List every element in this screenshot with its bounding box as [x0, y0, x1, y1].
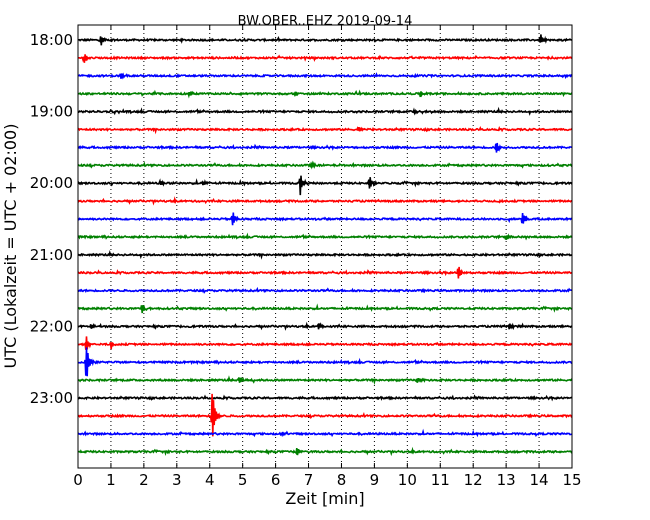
seismogram-trace — [77, 72, 573, 80]
seismogram-trace — [78, 212, 573, 226]
x-tick-label: 14 — [530, 471, 549, 489]
seismogram-trace — [78, 34, 572, 46]
seismogram-trace — [77, 266, 573, 279]
seismogram-trace — [77, 303, 573, 314]
y-tick-label: 20:00 — [30, 174, 73, 192]
x-tick-label: 9 — [370, 471, 380, 489]
y-tick-label: 19:00 — [30, 103, 73, 121]
seismogram-trace — [77, 160, 573, 170]
seismogram-trace — [77, 54, 573, 63]
grid-lines — [110, 25, 540, 468]
trace-group — [77, 34, 573, 457]
x-tick-label: 1 — [106, 471, 116, 489]
x-tick-label: 7 — [304, 471, 314, 489]
seismogram-trace — [77, 249, 573, 260]
y-tick-label: 18:00 — [30, 31, 73, 49]
seismogram-trace — [77, 142, 573, 153]
seismogram-trace — [77, 232, 573, 241]
y-tick-label: 21:00 — [30, 246, 73, 264]
x-tick-label: 10 — [398, 471, 417, 489]
x-tick-label: 15 — [562, 471, 581, 489]
x-axis-label: Zeit [min] — [285, 489, 364, 508]
y-axis-label: UTC (Lokalzeit = UTC + 02:00) — [1, 124, 20, 369]
seismogram-trace — [77, 175, 573, 196]
y-axis-ticks: 18:00 19:00 20:00 21:00 22:00 23:00 — [30, 31, 572, 407]
x-tick-label: 2 — [139, 471, 149, 489]
x-tick-label: 13 — [497, 471, 516, 489]
x-tick-label: 3 — [172, 471, 182, 489]
seismogram-trace — [77, 347, 573, 377]
x-tick-label: 11 — [431, 471, 450, 489]
seismogram-trace — [77, 89, 573, 99]
y-tick-label: 23:00 — [30, 389, 73, 407]
seismogram-trace — [77, 106, 572, 116]
x-tick-label: 0 — [73, 471, 83, 489]
seismogram-trace — [77, 286, 572, 294]
x-tick-label: 4 — [205, 471, 215, 489]
seismogram-trace — [77, 196, 572, 206]
chart-title: BW.OBER..EHZ 2019-09-14 — [238, 14, 413, 29]
x-tick-label: 12 — [464, 471, 483, 489]
x-tick-label: 6 — [271, 471, 281, 489]
y-tick-label: 22:00 — [30, 317, 73, 335]
x-tick-label: 5 — [238, 471, 248, 489]
seismogram-trace — [77, 394, 572, 402]
x-tick-label: 8 — [337, 471, 347, 489]
seismogram-trace — [77, 428, 573, 438]
seismogram-trace — [77, 125, 573, 135]
seismogram-trace — [77, 321, 573, 331]
seismogram-trace — [77, 375, 573, 386]
seismogram-trace — [77, 393, 573, 437]
seismogram-trace — [77, 446, 573, 457]
plot-frame — [77, 24, 573, 469]
seismogram-trace — [77, 336, 573, 350]
x-axis-ticks: 0 1 2 3 4 5 6 7 8 9 10 11 12 13 14 15 — [73, 25, 582, 489]
